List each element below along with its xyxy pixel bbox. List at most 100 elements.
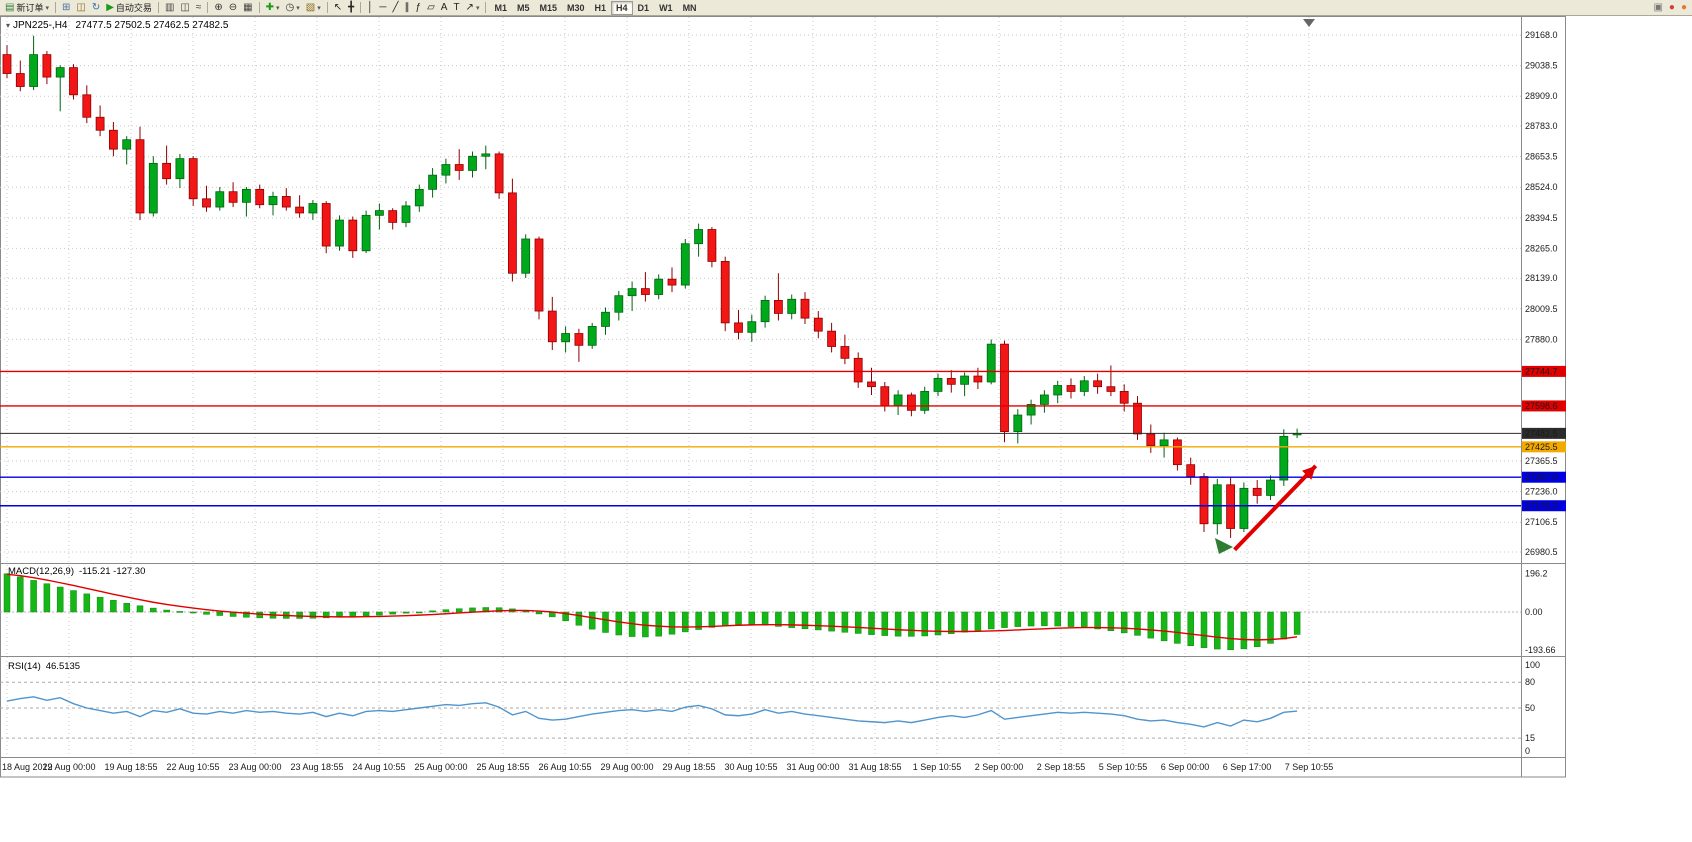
- periods-button[interactable]: ◷ ▾: [282, 1, 302, 15]
- candle-body: [162, 162, 172, 180]
- candle: [69, 64, 78, 100]
- timeframe-mn-button[interactable]: MN: [678, 1, 702, 15]
- candle: [1239, 482, 1249, 533]
- candle-body: [1026, 404, 1036, 416]
- timeframe-w1-button[interactable]: W1: [654, 1, 678, 15]
- arrows-button[interactable]: ↗ ▾: [463, 1, 483, 15]
- timeframe-m30-button[interactable]: M30: [562, 1, 590, 15]
- profiles-button[interactable]: ◫: [73, 1, 88, 15]
- candle: [374, 203, 384, 230]
- signal-marker[interactable]: [1214, 538, 1233, 555]
- candle-body: [321, 203, 331, 247]
- tile-windows-button[interactable]: ▦: [240, 1, 255, 15]
- line-chart-button[interactable]: ≈: [193, 1, 205, 15]
- candle-body: [494, 153, 504, 194]
- price-tick-label: 27880.0: [1525, 334, 1558, 344]
- text-button[interactable]: A: [438, 1, 451, 15]
- cursor-button[interactable]: ↖: [331, 1, 345, 15]
- candle: [1279, 429, 1289, 486]
- timeframe-m1-button[interactable]: M1: [489, 1, 512, 15]
- candlestick-chart-button[interactable]: ◫: [177, 1, 192, 15]
- chart-menu-icon[interactable]: ▾: [6, 21, 11, 30]
- macd-histogram-bar: [1214, 611, 1221, 650]
- candle-body: [547, 310, 557, 343]
- candle-body: [135, 139, 145, 214]
- horizontal-line-button[interactable]: ─: [376, 1, 389, 15]
- refresh-button[interactable]: ↻: [89, 1, 103, 15]
- macd-histogram-bar: [801, 611, 809, 630]
- chart-windows-button[interactable]: ⊞: [59, 1, 73, 15]
- equidistant-channel-button[interactable]: ∥: [402, 1, 413, 15]
- candle-body: [388, 210, 398, 223]
- candle: [907, 392, 916, 417]
- trendline-button[interactable]: ╱: [389, 1, 401, 15]
- rsi-scale-label: 80: [1525, 677, 1535, 687]
- candle-body: [1186, 464, 1196, 477]
- macd-histogram-bar: [3, 573, 11, 613]
- candle: [641, 272, 650, 302]
- candle: [348, 216, 358, 258]
- timeframe-m5-button[interactable]: M5: [512, 1, 535, 15]
- candle: [1013, 409, 1023, 444]
- candle: [920, 386, 930, 414]
- timeframe-d1-button[interactable]: D1: [633, 1, 655, 15]
- crosshair-button[interactable]: ╋: [345, 1, 357, 15]
- status-orange-button[interactable]: ●: [1678, 1, 1690, 15]
- candle: [202, 185, 211, 212]
- candle: [547, 296, 557, 351]
- macd-histogram-bar: [43, 583, 51, 613]
- candle-body: [1079, 380, 1089, 392]
- time-label: 24 Aug 10:55: [352, 762, 405, 772]
- candle-body: [255, 188, 265, 206]
- candle-body: [641, 288, 650, 295]
- price-badge: [1522, 365, 1566, 377]
- auto-trading-button[interactable]: ▶ 自动交易: [103, 1, 155, 15]
- vertical-line-button[interactable]: │: [364, 1, 376, 15]
- candle: [1159, 432, 1169, 458]
- refresh-icon: ↻: [91, 1, 101, 13]
- trend-arrow[interactable]: [1233, 464, 1318, 552]
- vertical-line-icon: │: [367, 1, 374, 13]
- shapes-button[interactable]: ▱: [424, 1, 438, 15]
- zoom-in-button[interactable]: ⊕: [211, 1, 225, 15]
- auto-trading-label: 自动交易: [115, 3, 152, 13]
- zoom-out-button[interactable]: ⊖: [226, 1, 240, 15]
- timeframe-h4-button[interactable]: H4: [611, 0, 633, 15]
- indicators-button[interactable]: ✚ ▾: [263, 1, 283, 15]
- candle: [1252, 480, 1262, 504]
- window-layout-button[interactable]: ▣: [1650, 1, 1665, 15]
- macd-histogram-bar: [322, 611, 330, 619]
- candle-body: [1133, 402, 1142, 435]
- timeframe-h1-button[interactable]: H1: [590, 1, 612, 15]
- candle-body: [1053, 385, 1063, 396]
- candle-body: [1040, 394, 1049, 405]
- price-tick-label: 28139.0: [1525, 273, 1558, 283]
- time-label: 6 Sep 17:00: [1223, 762, 1272, 772]
- candle: [321, 201, 331, 254]
- price-tick-label: 28783.0: [1525, 121, 1558, 131]
- candle-body: [507, 192, 517, 274]
- timeframe-m15-button[interactable]: M15: [534, 1, 562, 15]
- templates-button[interactable]: ▧ ▾: [303, 1, 324, 15]
- candle-body: [973, 375, 983, 383]
- candle-body: [1266, 479, 1275, 496]
- text-label-button[interactable]: T: [450, 1, 462, 15]
- fibonacci-button[interactable]: ƒ: [413, 1, 425, 15]
- candle: [454, 149, 464, 180]
- chart-shift-marker[interactable]: [1303, 19, 1315, 27]
- candle: [734, 309, 743, 340]
- candle: [760, 295, 770, 328]
- candle-body: [1279, 435, 1289, 481]
- chart-title: ▾ JPN225-,H4 27477.5 27502.5 27462.5 27482…: [6, 20, 228, 31]
- new-order-button[interactable]: ▤ 新订单 ▾: [2, 1, 52, 15]
- macd-histogram-bar: [1174, 611, 1181, 644]
- status-red-button[interactable]: ●: [1666, 1, 1678, 15]
- bar-chart-button[interactable]: ▥: [162, 1, 177, 15]
- candle-body: [401, 205, 411, 223]
- macd-histogram-bar: [828, 611, 835, 632]
- time-label: 19 Aug 00:00: [42, 762, 95, 772]
- macd-histogram-bar: [588, 611, 596, 630]
- rsi-scale-label: 50: [1525, 703, 1535, 713]
- zoom-in-icon: ⊕: [214, 1, 223, 13]
